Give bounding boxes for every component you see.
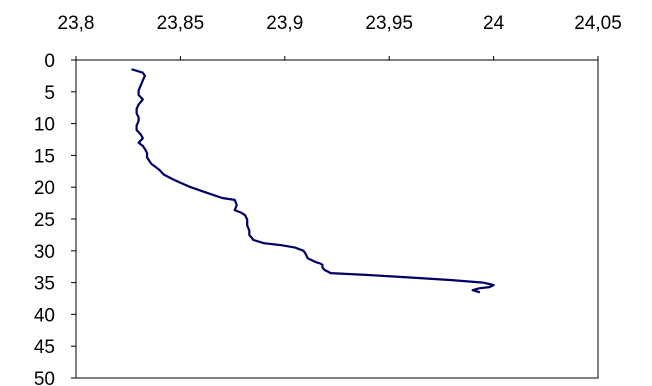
x-tick-label: 23,95 [365, 13, 413, 34]
y-tick-label: 35 [34, 274, 55, 295]
y-tick-label: 25 [34, 210, 55, 231]
x-tick-label: 24 [483, 13, 505, 34]
y-tick-label: 30 [34, 242, 55, 263]
y-tick-label: 40 [34, 305, 55, 326]
y-tick-label: 0 [44, 51, 55, 72]
x-tick-label: 23,85 [157, 13, 205, 34]
x-tick-label: 23,9 [266, 13, 303, 34]
plot-area-border [75, 59, 599, 379]
x-tick-label: 24,05 [574, 13, 622, 34]
y-tick-label: 50 [34, 369, 55, 386]
series-line [131, 68, 495, 294]
y-tick-label: 45 [34, 337, 55, 358]
y-tick-label: 20 [34, 178, 55, 199]
y-tick-label: 5 [44, 83, 55, 104]
y-axis: 0 5 10 15 20 25 30 35 40 45 50 [34, 51, 76, 386]
y-tick-label: 10 [34, 115, 55, 136]
y-tick-label: 15 [34, 146, 55, 167]
x-tick-label: 23,8 [58, 13, 95, 34]
x-axis: 23,8 23,85 23,9 23,95 24 24,05 [58, 13, 622, 60]
